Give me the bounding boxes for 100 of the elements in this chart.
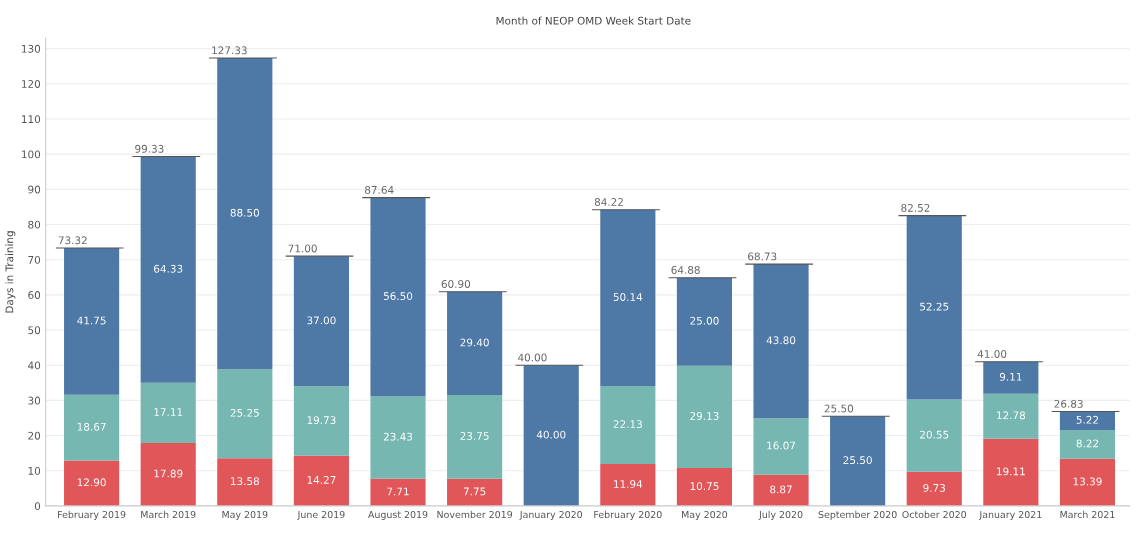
bar	[140, 382, 196, 443]
bar	[906, 399, 962, 472]
total-label: 73.32	[58, 236, 87, 245]
x-tick-label: November 2019	[437, 510, 513, 519]
data-label: 56.50	[383, 292, 413, 301]
bar	[753, 474, 809, 506]
bar	[370, 197, 426, 397]
data-label: 25.50	[843, 456, 872, 465]
data-label: 19.11	[997, 467, 1025, 476]
y-tick-label: 0	[34, 502, 41, 511]
y-tick-label: 90	[28, 185, 41, 194]
data-label: 13.58	[231, 477, 260, 486]
bar	[217, 58, 273, 370]
bar	[64, 394, 120, 461]
total-label: 25.50	[824, 404, 854, 413]
y-tick-label: 50	[28, 326, 41, 335]
data-label: 88.50	[230, 208, 260, 217]
x-tick-label: March 2021	[1060, 510, 1115, 519]
data-label: 29.40	[460, 338, 489, 347]
y-tick-label: 120	[22, 80, 41, 88]
total-label: 87.64	[365, 185, 394, 194]
data-label: 22.13	[613, 420, 642, 429]
total-label: 84.22	[594, 198, 623, 206]
x-tick-label: February 2020	[594, 510, 662, 520]
bar	[906, 215, 962, 400]
bar	[830, 416, 886, 506]
data-label: 50.14	[613, 293, 643, 301]
total-label: 99.33	[135, 144, 164, 153]
bar	[600, 209, 656, 387]
bar	[447, 478, 503, 506]
data-label: 17.89	[154, 469, 183, 478]
data-label: 9.73	[923, 483, 946, 492]
y-tick-label: 100	[22, 150, 41, 159]
bar	[64, 248, 120, 395]
data-label: 11.94	[614, 480, 643, 488]
data-label: 12.78	[997, 411, 1026, 420]
data-label: 29.13	[690, 412, 719, 420]
x-tick-label: February 2019	[58, 510, 126, 520]
data-label: 23.75	[460, 432, 489, 440]
x-tick-label: June 2019	[297, 510, 345, 520]
bar	[217, 369, 273, 459]
data-label: 64.33	[154, 264, 183, 273]
y-tick-label: 10	[28, 466, 41, 475]
data-label: 13.39	[1073, 477, 1102, 486]
y-tick-label: 70	[28, 255, 41, 264]
bar	[983, 361, 1039, 394]
x-tick-label: March 2019	[141, 510, 196, 519]
total-label: 26.83	[1054, 399, 1083, 408]
bar	[1059, 429, 1116, 459]
y-tick-label: 130	[22, 44, 41, 53]
bar	[753, 264, 809, 419]
x-tick-label: October 2020	[902, 510, 967, 519]
total-label: 71.00	[288, 244, 317, 253]
data-label: 9.11	[999, 372, 1022, 381]
chart-title: Month of NEOP OMD Week Start Date	[496, 16, 691, 25]
data-label: 16.07	[767, 441, 796, 450]
data-label: 12.90	[77, 478, 106, 487]
data-label: 17.11	[154, 408, 183, 416]
x-tick-label: May 2020	[682, 510, 728, 520]
bar	[983, 438, 1039, 506]
bar	[523, 365, 579, 506]
data-label: 14.27	[307, 475, 336, 484]
bar	[140, 442, 196, 506]
data-label: 10.75	[690, 482, 719, 491]
bar	[293, 256, 349, 387]
x-tick-label: August 2019	[368, 510, 428, 520]
bar	[1059, 411, 1116, 430]
bar	[293, 386, 349, 456]
x-tick-label: May 2019	[222, 510, 268, 520]
total-label: 60.90	[441, 280, 471, 288]
data-label: 19.73	[307, 416, 336, 425]
y-tick-label: 60	[28, 291, 41, 299]
data-label: 8.22	[1076, 439, 1099, 448]
bar	[600, 386, 656, 464]
total-label: 68.73	[748, 252, 777, 261]
bar	[676, 277, 733, 366]
bar	[753, 418, 809, 475]
x-tick-label: September 2020	[818, 510, 897, 520]
bar	[906, 471, 962, 506]
bar	[217, 458, 273, 506]
total-label: 82.52	[901, 203, 930, 212]
data-label: 7.75	[463, 487, 486, 496]
y-tick-label: 40	[28, 361, 41, 370]
bar	[983, 393, 1039, 439]
bar	[600, 463, 656, 506]
bar	[64, 460, 120, 506]
y-tick-label: 20	[28, 431, 41, 440]
total-label: 40.00	[518, 353, 547, 362]
y-tick-label: 80	[28, 220, 41, 229]
bar	[370, 478, 426, 506]
data-label: 23.43	[383, 432, 413, 441]
y-tick-label: 30	[28, 396, 41, 405]
data-label: 41.75	[77, 316, 106, 325]
data-label: 18.67	[77, 422, 106, 431]
bar	[293, 455, 349, 506]
y-tick-label: 110	[22, 115, 41, 124]
total-label: 64.88	[671, 266, 700, 274]
bar	[1059, 458, 1116, 506]
data-label: 43.80	[766, 336, 796, 345]
bar	[676, 468, 733, 506]
